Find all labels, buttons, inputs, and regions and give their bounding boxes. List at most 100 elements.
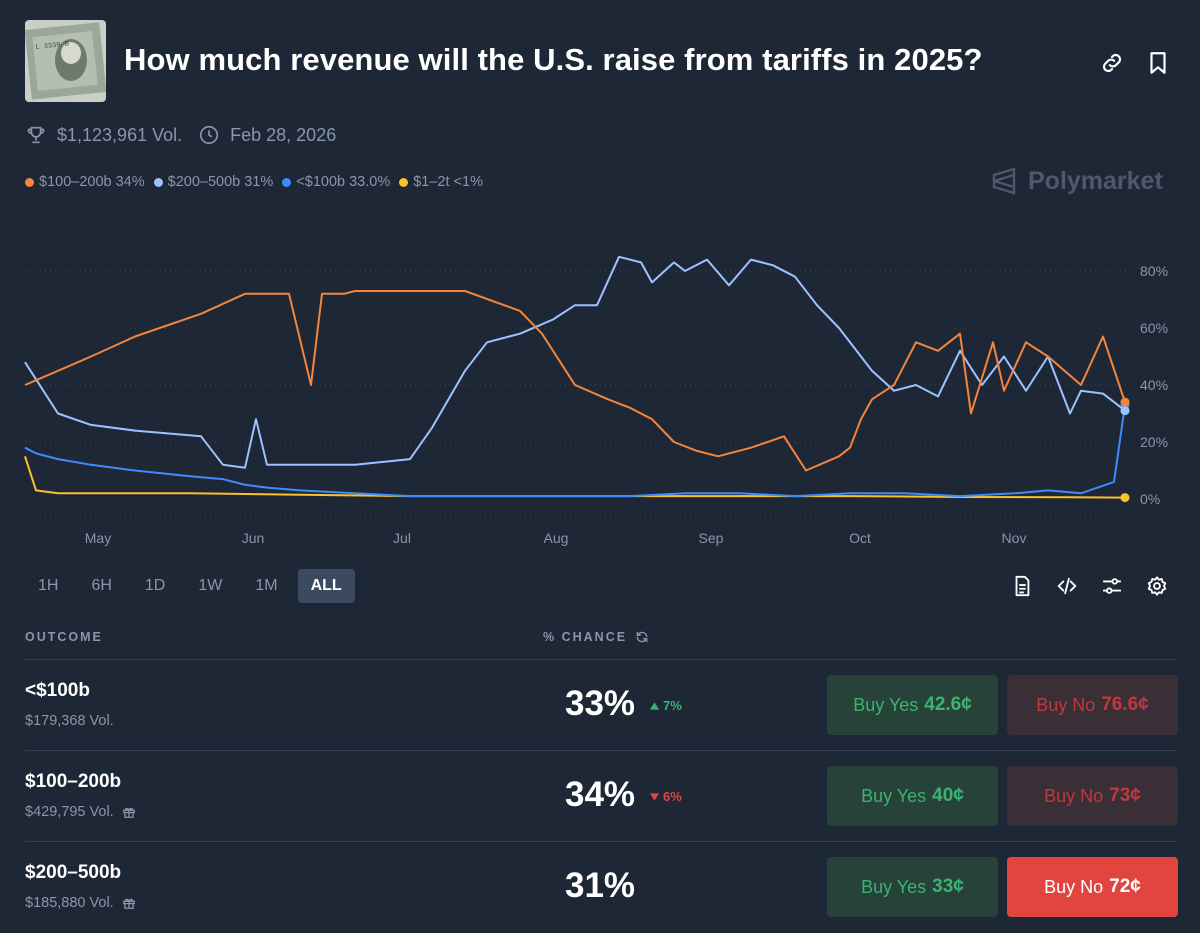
series-line-1 bbox=[24, 255, 1126, 469]
x-tick-label: May bbox=[85, 530, 111, 546]
x-tick-label: Jun bbox=[242, 530, 265, 546]
gift-icon bbox=[122, 898, 135, 909]
chance-change-value: 6% bbox=[663, 789, 682, 804]
triangle-down-icon bbox=[650, 792, 659, 801]
outcome-chance: 33% bbox=[565, 684, 636, 723]
market-meta: $1,123,961 Vol. Feb 28, 2026 bbox=[25, 122, 336, 148]
legend-item: $1–2t <1% bbox=[399, 174, 483, 190]
buy-yes-button[interactable]: Buy Yes 40¢ bbox=[827, 766, 998, 826]
bookmark-icon[interactable] bbox=[1145, 50, 1171, 76]
y-tick-label: 0% bbox=[1140, 491, 1160, 507]
buy-no-label: Buy No bbox=[1044, 785, 1104, 806]
chance-change: 6% bbox=[650, 789, 682, 804]
buy-no-button[interactable]: Buy No 72¢ bbox=[1007, 857, 1178, 917]
buy-yes-label: Buy Yes bbox=[853, 694, 919, 715]
x-tick-label: Sep bbox=[699, 530, 724, 546]
range-1d[interactable]: 1D bbox=[144, 577, 166, 594]
legend-label: $200–500b 31% bbox=[167, 174, 274, 190]
buy-yes-price: 33¢ bbox=[932, 876, 964, 897]
x-tick-label: Nov bbox=[1002, 530, 1027, 546]
market-thumbnail: L 3339 B bbox=[25, 20, 106, 102]
legend-dot bbox=[399, 177, 409, 187]
embed-code-icon[interactable] bbox=[1056, 575, 1078, 597]
legend-label: $1–2t <1% bbox=[413, 174, 483, 190]
y-tick-label: 60% bbox=[1140, 320, 1168, 336]
series-line-0 bbox=[24, 290, 1126, 472]
buy-yes-button[interactable]: Buy Yes 33¢ bbox=[827, 857, 998, 917]
outcome-row[interactable]: <$100b $179,368 Vol. 33% 7% Buy Yes 42.6¢… bbox=[25, 659, 1178, 751]
series-endpoint-1 bbox=[1120, 406, 1130, 416]
refresh-icon[interactable] bbox=[635, 630, 649, 644]
range-all[interactable]: ALL bbox=[297, 569, 355, 603]
outcome-volume: $429,795 Vol. bbox=[25, 804, 136, 820]
outcome-volume-text: $185,880 Vol. bbox=[25, 895, 114, 911]
outcome-chance: 34% bbox=[565, 775, 636, 814]
buy-no-label: Buy No bbox=[1044, 876, 1104, 897]
y-tick-label: 20% bbox=[1140, 434, 1168, 450]
series-line-2 bbox=[24, 404, 1126, 498]
legend-item: $200–500b 31% bbox=[153, 174, 274, 190]
buy-yes-price: 42.6¢ bbox=[924, 694, 972, 715]
outcome-chance: 31% bbox=[565, 866, 636, 905]
buy-yes-price: 40¢ bbox=[932, 785, 964, 806]
outcome-name: $100–200b bbox=[25, 771, 122, 792]
legend-item: $100–200b 34% bbox=[25, 174, 145, 190]
x-tick-label: Oct bbox=[849, 530, 871, 546]
outcome-volume-text: $429,795 Vol. bbox=[25, 804, 114, 820]
legend-label: $100–200b 34% bbox=[39, 174, 145, 190]
chance-change-value: 7% bbox=[663, 698, 682, 713]
buy-no-price: 73¢ bbox=[1109, 785, 1141, 806]
range-1w[interactable]: 1W bbox=[198, 577, 223, 594]
outcome-column-header: OUTCOME bbox=[25, 630, 103, 644]
polymarket-logo: Polymarket bbox=[990, 166, 1163, 196]
outcome-name: $200–500b bbox=[25, 862, 122, 883]
y-tick-label: 40% bbox=[1140, 377, 1168, 393]
outcome-row[interactable]: $100–200b $429,795 Vol. 34% 6% Buy Yes 40… bbox=[25, 750, 1178, 842]
time-range-selector: 1H 6H 1D 1W 1M ALL bbox=[25, 569, 362, 603]
outcome-volume: $185,880 Vol. bbox=[25, 895, 136, 911]
gear-icon[interactable] bbox=[1146, 575, 1168, 597]
y-tick-label: 80% bbox=[1140, 263, 1168, 279]
legend-item: <$100b 33.0% bbox=[282, 174, 390, 190]
range-6h[interactable]: 6H bbox=[91, 577, 112, 594]
outcome-volume-text: $179,368 Vol. bbox=[25, 713, 114, 729]
legend-dot bbox=[282, 177, 292, 187]
chance-column-header: % CHANCE bbox=[543, 630, 649, 644]
chance-change: 7% bbox=[650, 698, 682, 713]
buy-yes-label: Buy Yes bbox=[861, 876, 927, 897]
chart-legend: $100–200b 34% $200–500b 31% <$100b 33.0%… bbox=[25, 174, 492, 190]
brand-name: Polymarket bbox=[1028, 166, 1163, 195]
trophy-icon bbox=[27, 126, 45, 144]
series-endpoint-0 bbox=[1120, 397, 1130, 407]
sliders-icon[interactable] bbox=[1101, 575, 1123, 597]
buy-no-price: 72¢ bbox=[1109, 876, 1141, 897]
legend-dot bbox=[153, 177, 163, 187]
outcome-name: <$100b bbox=[25, 680, 90, 701]
end-date: Feb 28, 2026 bbox=[230, 124, 337, 145]
total-volume: $1,123,961 Vol. bbox=[57, 124, 183, 145]
price-chart[interactable]: 80% 60% 40% 20% 0% May Jun Jul Aug Sep Oct Nov bbox=[0, 230, 1200, 560]
buy-no-label: Buy No bbox=[1036, 694, 1096, 715]
svg-text:L 3339 B: L 3339 B bbox=[35, 41, 69, 52]
outcome-row[interactable]: $200–500b $185,880 Vol. 31% Buy Yes 33¢ B… bbox=[25, 841, 1178, 933]
buy-yes-label: Buy Yes bbox=[861, 785, 927, 806]
buy-yes-button[interactable]: Buy Yes 42.6¢ bbox=[827, 675, 998, 735]
x-tick-label: Aug bbox=[544, 530, 569, 546]
range-1h[interactable]: 1H bbox=[38, 577, 59, 594]
legend-dot bbox=[25, 177, 34, 187]
outcome-volume: $179,368 Vol. bbox=[25, 713, 114, 729]
polymarket-logo-icon bbox=[992, 167, 1016, 195]
x-tick-label: Jul bbox=[393, 530, 411, 546]
buy-no-button[interactable]: Buy No 76.6¢ bbox=[1007, 675, 1178, 735]
document-icon[interactable] bbox=[1011, 575, 1033, 597]
gift-icon bbox=[122, 807, 135, 818]
buy-no-button[interactable]: Buy No 73¢ bbox=[1007, 766, 1178, 826]
legend-label: <$100b 33.0% bbox=[296, 174, 391, 190]
range-1m[interactable]: 1M bbox=[255, 577, 278, 594]
buy-no-price: 76.6¢ bbox=[1101, 694, 1149, 715]
link-icon[interactable] bbox=[1099, 50, 1125, 76]
clock-icon bbox=[200, 125, 219, 145]
chance-header-label: % CHANCE bbox=[543, 630, 628, 644]
series-endpoint-3 bbox=[1120, 493, 1130, 503]
triangle-up-icon bbox=[650, 701, 659, 710]
